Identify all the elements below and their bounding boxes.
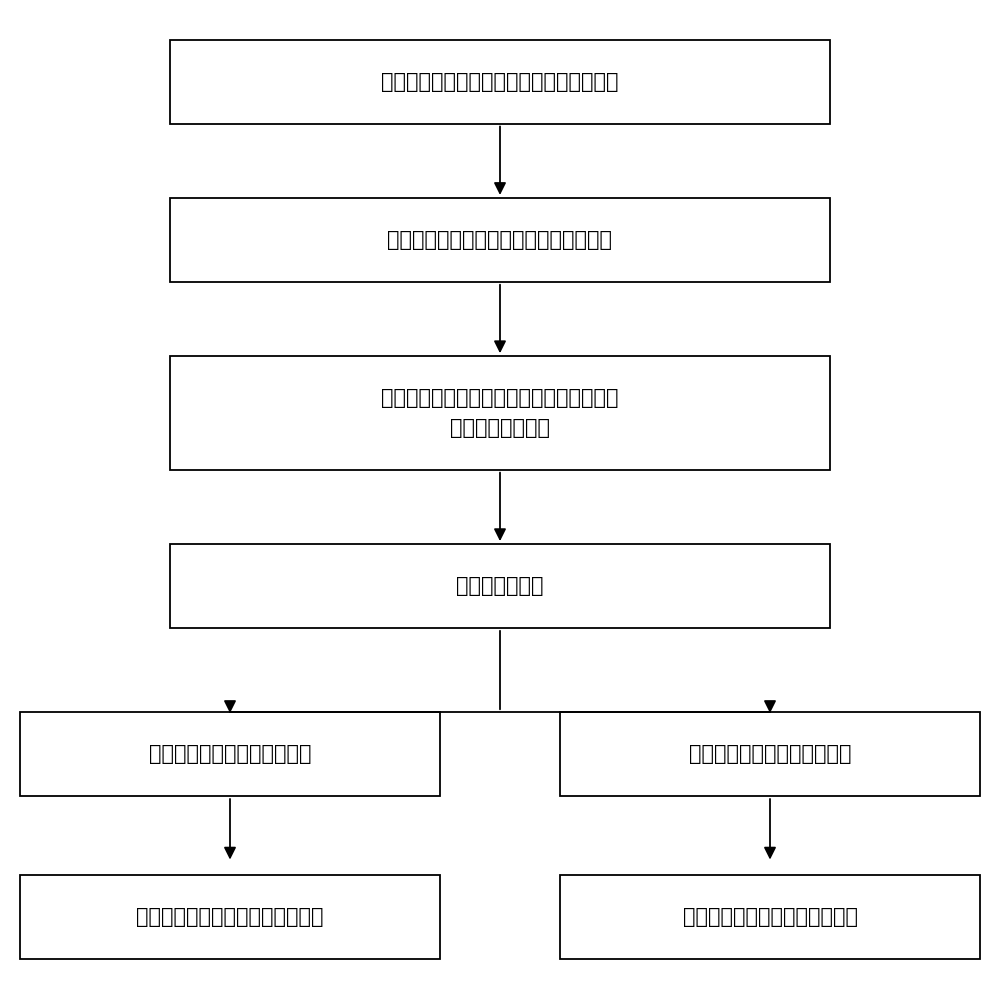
Text: 设置焊痕阈值，筛查定位焊接痕迹: 设置焊痕阈值，筛查定位焊接痕迹	[136, 907, 324, 928]
Bar	[20, 712, 440, 796]
Bar	[170, 198, 830, 282]
Bar	[560, 875, 980, 959]
Text: 计算缺陷异常指数并分类评价: 计算缺陷异常指数并分类评价	[689, 744, 851, 764]
Bar	[20, 875, 440, 959]
Text: 计算属性异常指数并分类评价: 计算属性异常指数并分类评价	[149, 744, 311, 764]
Bar	[170, 544, 830, 628]
Text: 收集管道相关资料信息：管道埋深、规格等: 收集管道相关资料信息：管道埋深、规格等	[381, 71, 619, 92]
Text: 设置风险阈值，筛查高风险管段: 设置风险阈值，筛查高风险管段	[682, 907, 858, 928]
Bar	[170, 356, 830, 470]
Text: 数据正则化处理: 数据正则化处理	[456, 576, 544, 596]
Text: 使用管道定位方法确定管道地表中心位置: 使用管道定位方法确定管道地表中心位置	[388, 229, 612, 250]
Bar	[560, 712, 980, 796]
Text: 沿管道轴线方向匀速移动传感器，同时连续
记录管体瞬变响应: 沿管道轴线方向匀速移动传感器，同时连续 记录管体瞬变响应	[381, 388, 619, 438]
Bar	[170, 40, 830, 124]
